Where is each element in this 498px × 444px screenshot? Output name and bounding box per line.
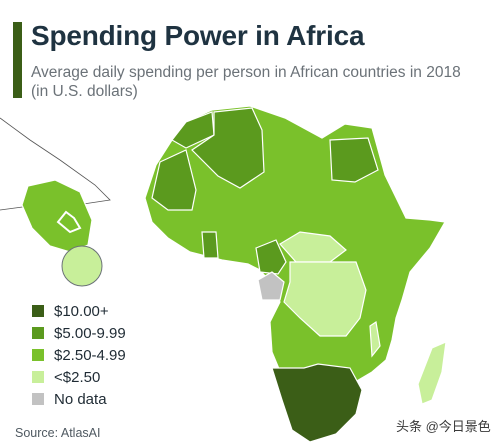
map-region-mauritania <box>151 149 197 211</box>
legend-item: $10.00+ <box>32 300 126 322</box>
source-note: Source: AtlasAI <box>15 426 101 440</box>
legend-swatch <box>32 371 44 383</box>
legend-swatch <box>32 327 44 339</box>
legend-item: $2.50-4.99 <box>32 344 126 366</box>
page-title: Spending Power in Africa <box>31 20 365 51</box>
page-subtitle: Average daily spending per person in Afr… <box>31 64 461 100</box>
map-region-ghana <box>201 231 219 259</box>
legend-label: $2.50-4.99 <box>54 346 126 364</box>
map-region-drc <box>283 261 367 337</box>
map-region-morocco <box>171 111 215 149</box>
legend-label: $10.00+ <box>54 302 109 320</box>
legend-item: $5.00-9.99 <box>32 322 126 344</box>
legend-item: No data <box>32 388 126 410</box>
legend-swatch <box>32 393 44 405</box>
map-region-egypt <box>329 137 379 183</box>
legend-label: No data <box>54 390 107 408</box>
title-accent-bar <box>13 22 22 98</box>
watermark: 头条 @今日景色 <box>396 419 491 434</box>
map-region-madagascar <box>417 341 447 405</box>
inset-circle <box>61 245 103 287</box>
map-region-gabon-equatorial-guinea <box>257 271 285 301</box>
legend-swatch <box>32 349 44 361</box>
map-region-southern-africa <box>271 363 363 443</box>
legend: $10.00+ $5.00-9.99 $2.50-4.99 <$2.50 No … <box>32 300 126 410</box>
legend-item: <$2.50 <box>32 366 126 388</box>
map-region-algeria <box>191 107 265 189</box>
inset-island-detail <box>56 210 82 234</box>
map-region-malawi <box>369 320 381 358</box>
map-region-cameroon <box>255 239 287 275</box>
legend-label: $5.00-9.99 <box>54 324 126 342</box>
inset-island <box>21 179 93 253</box>
legend-label: <$2.50 <box>54 368 101 386</box>
legend-swatch <box>32 305 44 317</box>
